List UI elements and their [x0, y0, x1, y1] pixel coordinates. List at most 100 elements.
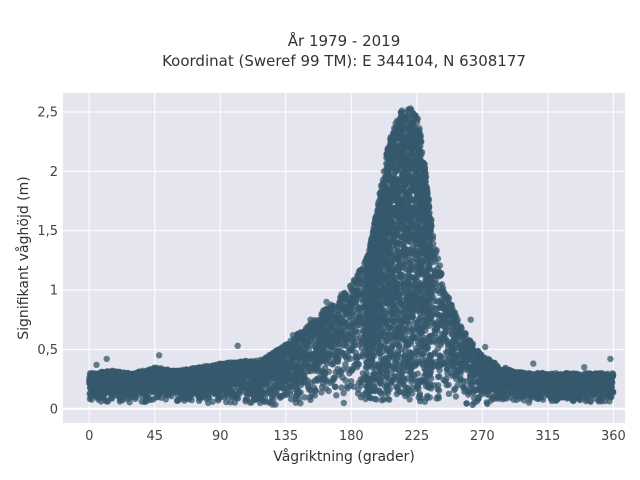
data-point	[452, 393, 460, 400]
data-point	[450, 315, 457, 323]
data-point	[569, 389, 576, 397]
data-point	[491, 391, 498, 399]
data-point	[301, 379, 308, 386]
data-point	[463, 339, 470, 347]
data-point	[348, 344, 356, 352]
data-point	[309, 340, 316, 348]
data-point	[214, 395, 222, 403]
data-point	[471, 387, 478, 395]
data-point	[347, 382, 354, 390]
data-point	[501, 369, 508, 377]
data-point	[466, 388, 473, 395]
data-point	[338, 296, 345, 303]
data-point	[499, 396, 506, 403]
gridlines	[63, 93, 625, 423]
data-point	[346, 317, 353, 324]
data-point	[433, 319, 440, 326]
data-point	[449, 344, 456, 351]
data-point	[355, 386, 362, 393]
data-point	[330, 376, 337, 383]
data-point	[436, 262, 444, 269]
data-point	[355, 271, 362, 278]
data-point	[463, 378, 470, 385]
data-point	[486, 391, 493, 399]
data-point	[444, 366, 451, 373]
data-point	[287, 387, 294, 394]
data-point	[442, 328, 449, 336]
data-point	[435, 287, 442, 294]
data-point	[331, 383, 339, 390]
data-point	[312, 387, 319, 394]
data-point	[587, 398, 594, 405]
data-point	[319, 368, 326, 376]
data-point	[440, 376, 447, 384]
data-point	[222, 361, 229, 369]
data-point	[279, 384, 286, 391]
data-point	[490, 380, 497, 387]
data-point	[306, 352, 314, 360]
data-point	[603, 372, 611, 379]
data-point	[456, 341, 464, 349]
data-point	[438, 361, 445, 368]
chart-title-line-2: Koordinat (Sweref 99 TM): E 344104, N 63…	[162, 52, 526, 70]
data-point	[435, 311, 442, 319]
chart-title-line-1: År 1979 - 2019	[288, 31, 401, 50]
data-point	[338, 369, 345, 376]
data-point	[242, 398, 249, 405]
data-point	[116, 380, 123, 387]
data-point	[542, 386, 549, 393]
data-point	[252, 396, 259, 403]
data-point	[152, 394, 160, 401]
data-point	[459, 352, 467, 359]
data-point	[260, 368, 267, 375]
data-point	[346, 370, 353, 377]
data-point	[245, 387, 252, 394]
data-point	[490, 361, 498, 369]
data-point	[479, 373, 486, 380]
data-point	[500, 384, 507, 391]
data-points	[86, 105, 617, 409]
data-point	[340, 312, 347, 319]
data-point	[316, 316, 323, 324]
data-point	[224, 384, 231, 391]
data-point	[86, 395, 94, 402]
data-point	[168, 393, 175, 400]
data-point	[231, 399, 238, 406]
data-point	[345, 306, 352, 313]
data-point	[325, 338, 332, 345]
data-point	[340, 389, 347, 397]
data-point	[451, 385, 459, 392]
data-point	[436, 373, 443, 380]
data-point	[434, 255, 442, 262]
data-point	[488, 373, 496, 380]
data-point	[340, 399, 347, 407]
data-point	[321, 307, 328, 314]
data-point	[316, 357, 323, 364]
data-point	[177, 379, 184, 386]
data-point	[339, 342, 347, 349]
data-point	[338, 384, 345, 391]
data-point	[271, 389, 278, 396]
data-point	[484, 366, 492, 373]
data-point	[433, 305, 440, 312]
data-point	[126, 399, 133, 406]
data-point	[473, 398, 480, 405]
data-point	[406, 396, 413, 403]
data-point	[445, 390, 453, 397]
data-point	[435, 387, 443, 394]
data-point	[609, 372, 617, 379]
data-point	[228, 393, 236, 400]
data-point	[318, 389, 325, 396]
data-point	[235, 380, 243, 387]
data-point	[328, 318, 335, 325]
data-point	[341, 289, 348, 296]
data-point	[433, 395, 440, 402]
data-point	[354, 303, 361, 311]
data-point	[171, 387, 178, 394]
data-point	[448, 350, 455, 357]
data-point	[205, 394, 212, 401]
data-point	[298, 368, 306, 375]
data-point	[596, 396, 603, 404]
